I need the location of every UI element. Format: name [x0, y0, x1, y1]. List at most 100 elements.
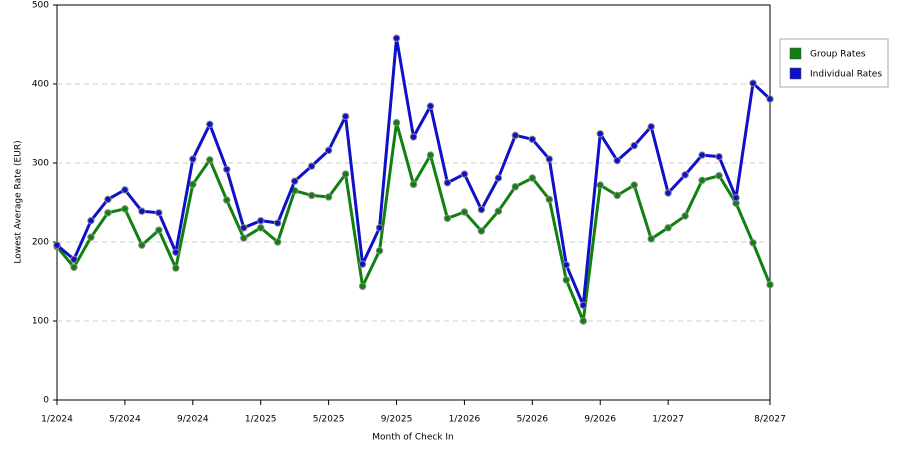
data-point [460, 170, 469, 178]
data-point [494, 174, 503, 182]
data-point [257, 216, 265, 225]
data-point [104, 209, 112, 217]
data-point [138, 207, 146, 215]
data-point [426, 151, 435, 159]
data-point [562, 261, 570, 269]
series-line [56, 36, 772, 307]
data-point [579, 301, 587, 309]
data-point [307, 162, 316, 170]
data-point [375, 246, 384, 255]
data-point [257, 224, 265, 232]
data-point [121, 205, 129, 213]
data-point [511, 183, 520, 191]
data-point [698, 176, 706, 185]
x-tick-label: 5/2024 [109, 415, 141, 425]
x-tick-label: 8/2027 [754, 415, 786, 425]
data-point [647, 235, 655, 243]
data-point [358, 260, 367, 268]
data-point [511, 131, 520, 140]
y-tick-label: 300 [32, 159, 49, 169]
x-tick-label: 9/2026 [584, 415, 616, 425]
data-point [596, 181, 604, 189]
data-point [630, 181, 638, 189]
legend-box [779, 38, 889, 88]
data-point [664, 189, 672, 197]
data-point [715, 171, 723, 180]
data-point [155, 226, 163, 234]
data-point [409, 133, 418, 141]
data-point [87, 233, 95, 241]
y-tick-label: 0 [43, 396, 49, 406]
data-point [545, 195, 554, 204]
data-point [766, 95, 774, 103]
x-tick-label: 1/2024 [41, 415, 73, 425]
data-point [223, 165, 231, 174]
data-point [681, 212, 689, 220]
data-point [104, 195, 112, 204]
data-point [53, 241, 61, 249]
data-point [698, 151, 706, 159]
x-axis-label: Month of Check In [372, 433, 454, 443]
data-point [647, 122, 655, 131]
data-point [460, 208, 469, 216]
data-point [70, 255, 78, 264]
data-point [189, 180, 197, 189]
legend-swatch [789, 47, 802, 60]
data-point [375, 224, 384, 232]
x-tick-label: 9/2024 [177, 415, 209, 425]
x-tick-label: 1/2025 [245, 415, 277, 425]
data-point [240, 234, 248, 242]
data-point [223, 196, 231, 204]
data-point [477, 205, 486, 214]
y-axis-label: Lowest Average Rate (EUR) [14, 140, 24, 263]
data-point [358, 282, 367, 290]
x-tick-label: 5/2026 [516, 415, 548, 425]
data-point [528, 135, 537, 144]
data-point [715, 152, 723, 161]
data-point [273, 219, 282, 227]
data-point [290, 177, 299, 185]
data-point [766, 280, 774, 289]
data-point [138, 241, 146, 249]
data-point [392, 34, 401, 42]
data-point [324, 193, 333, 201]
data-point [426, 102, 435, 110]
data-point [732, 194, 740, 202]
data-point [155, 209, 163, 217]
data-point [613, 156, 621, 165]
data-point [443, 214, 452, 223]
legend-swatch [789, 67, 802, 80]
y-tick-label: 500 [32, 1, 49, 11]
data-point [613, 191, 621, 200]
data-point [172, 264, 180, 272]
data-point [206, 120, 214, 128]
data-point [681, 171, 689, 179]
legend-label: Group Rates [810, 50, 866, 60]
data-point [189, 155, 197, 163]
data-point [749, 79, 757, 87]
data-point [121, 186, 129, 194]
data-point [341, 112, 350, 121]
data-point [172, 248, 180, 256]
y-tick-label: 400 [32, 80, 49, 90]
x-tick-label: 1/2027 [652, 415, 684, 425]
data-point [749, 239, 757, 247]
data-point [477, 227, 486, 235]
data-point [206, 156, 214, 164]
data-point [630, 141, 638, 150]
data-point [392, 119, 401, 127]
x-tick-label: 9/2025 [381, 415, 413, 425]
data-point [494, 207, 503, 215]
data-point [70, 263, 78, 271]
x-tick-label: 1/2026 [449, 415, 481, 425]
data-point [528, 174, 537, 182]
y-tick-label: 200 [32, 238, 49, 248]
data-point [579, 317, 587, 325]
plot-frame [56, 4, 771, 401]
x-tick-label: 5/2025 [313, 415, 345, 425]
legend-label: Individual Rates [810, 70, 882, 80]
data-point [273, 238, 282, 246]
data-point [409, 180, 418, 189]
